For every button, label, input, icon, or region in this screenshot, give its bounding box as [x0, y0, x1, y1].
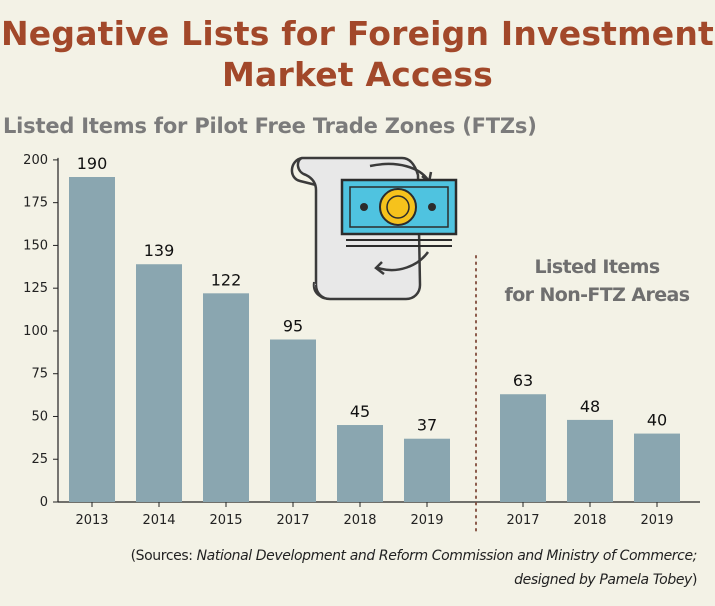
data-label: 37 [417, 416, 437, 435]
data-label: 45 [350, 402, 370, 421]
bar [337, 425, 383, 502]
source-line2: designed by Pamela Tobey) [514, 572, 697, 588]
x-tick-label: 2019 [640, 513, 673, 528]
y-tick-label: 100 [23, 324, 48, 339]
source-line1: (Sources: National Development and Refor… [130, 548, 698, 564]
x-tick-label: 2015 [209, 513, 242, 528]
non-ftz-label-line1: Listed Items [534, 256, 660, 278]
bar [203, 293, 249, 502]
money-scroll-icon [290, 156, 458, 301]
chart-title-line1: Negative Lists for Foreign Investment [0, 14, 714, 53]
data-label: 63 [513, 371, 533, 390]
y-tick-label: 125 [23, 281, 48, 296]
x-tick-label: 2014 [142, 513, 175, 528]
bar [567, 419, 613, 502]
x-tick-label: 2018 [573, 513, 606, 528]
data-label: 190 [77, 154, 108, 173]
y-tick-label: 175 [23, 196, 48, 211]
x-tick-label: 2019 [410, 513, 443, 528]
y-tick-label: 150 [23, 238, 48, 253]
non-ftz-label-line2: for Non-FTZ Areas [504, 284, 691, 306]
y-tick-label: 25 [31, 452, 48, 467]
y-tick-label: 50 [31, 409, 48, 424]
data-label: 122 [211, 270, 242, 289]
data-label: 48 [580, 397, 600, 416]
y-tick-label: 75 [31, 367, 48, 382]
data-label: 95 [283, 317, 303, 336]
ftz-chart-subtitle: Listed Items for Pilot Free Trade Zones … [3, 114, 537, 138]
x-tick-label: 2017 [506, 513, 539, 528]
x-tick-label: 2018 [343, 513, 376, 528]
bar [270, 339, 316, 502]
y-tick-label: 200 [23, 153, 48, 168]
bar [69, 177, 115, 502]
bar [136, 264, 182, 502]
data-label: 139 [144, 241, 175, 260]
y-tick-label: 0 [40, 495, 48, 510]
data-label: 40 [647, 411, 667, 430]
x-tick-label: 2017 [276, 513, 309, 528]
chart-title-line2: Market Access [221, 55, 493, 94]
bar [634, 433, 680, 502]
x-tick-label: 2013 [75, 513, 108, 528]
bar [500, 394, 546, 502]
bar [404, 438, 450, 502]
